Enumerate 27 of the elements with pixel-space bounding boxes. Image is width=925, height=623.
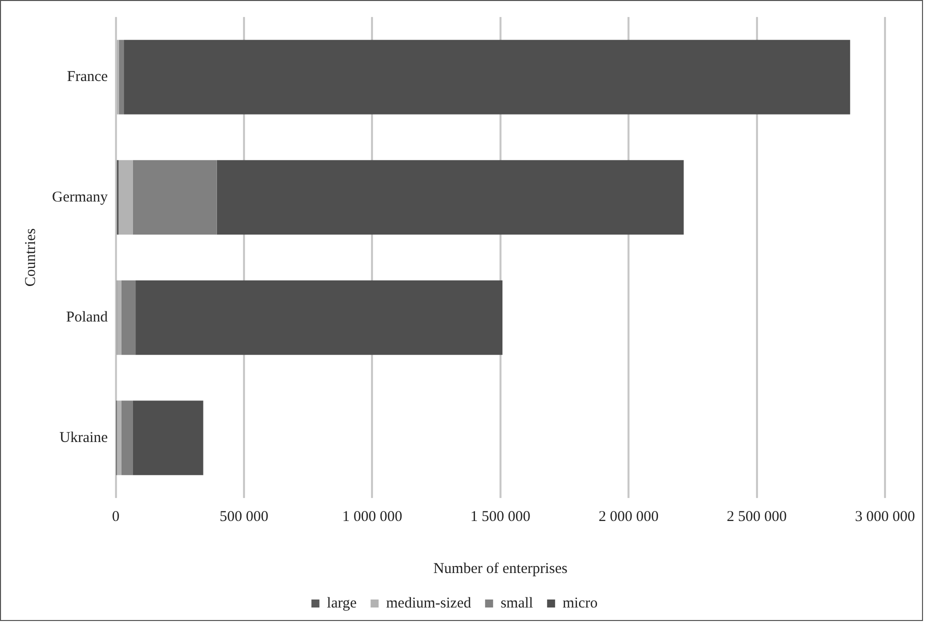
- x-tick-label: 3 000 000: [855, 508, 915, 525]
- x-tick-label: 1 500 000: [470, 508, 530, 525]
- bar: [136, 280, 502, 355]
- bar: [116, 280, 122, 355]
- y-tick-label: France: [67, 69, 108, 86]
- bar: [132, 400, 204, 476]
- legend-label: small: [500, 595, 534, 612]
- bar: [216, 160, 684, 235]
- bar: [118, 160, 133, 235]
- y-tick-label: Ukraine: [60, 430, 108, 446]
- bar: [118, 40, 124, 114]
- bar: [121, 400, 133, 476]
- x-tick-label: 0: [112, 508, 120, 525]
- x-tick-label: 2 000 000: [598, 508, 659, 525]
- bar: [124, 40, 850, 114]
- legend-label: medium-sized: [386, 595, 472, 612]
- y-tick-label: Poland: [66, 310, 108, 326]
- legend-label: large: [326, 595, 357, 612]
- y-axis-title: Countries: [22, 228, 39, 287]
- x-tick-label: 1 000 000: [342, 508, 402, 525]
- x-axis-title: Number of enterprises: [433, 560, 568, 577]
- legend-label: micro: [562, 595, 598, 612]
- bar: [132, 160, 217, 235]
- y-tick-label: Germany: [52, 189, 108, 206]
- x-tick-label: 500 000: [220, 508, 268, 525]
- x-tick-label: 2 500 000: [726, 508, 787, 525]
- bar: [121, 280, 136, 355]
